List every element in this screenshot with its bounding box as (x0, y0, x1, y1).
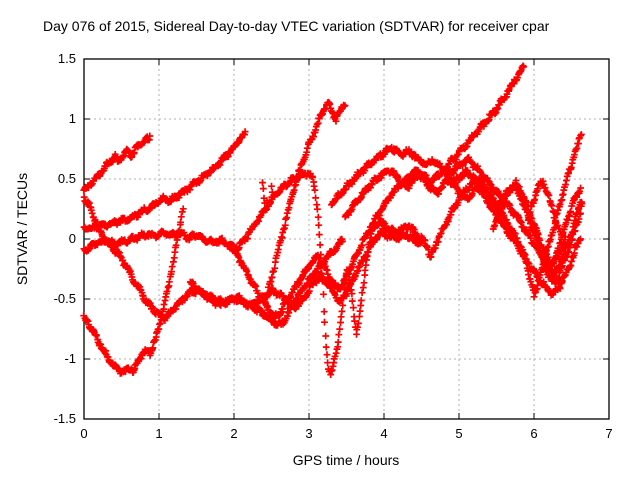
x-tick-label: 3 (305, 426, 313, 441)
x-tick-label: 4 (380, 426, 388, 441)
chart-title: Day 076 of 2015, Sidereal Day-to-day VTE… (43, 18, 550, 34)
y-tick-label: 0.5 (57, 171, 76, 186)
y-tick-label: -1.5 (53, 411, 76, 426)
x-tick-label: 0 (80, 426, 88, 441)
y-tick-label: -1 (64, 351, 76, 366)
x-tick-label: 6 (530, 426, 538, 441)
x-tick-label: 2 (230, 426, 238, 441)
vtec-data-points (80, 62, 586, 378)
y-tick-label: 1.5 (57, 51, 76, 66)
x-axis-label: GPS time / hours (292, 452, 400, 468)
x-tick-label: 1 (155, 426, 163, 441)
y-tick-label: 0 (68, 231, 76, 246)
x-tick-label: 7 (605, 426, 613, 441)
y-tick-label: 1 (68, 111, 76, 126)
y-axis-label: SDTVAR / TECUs (14, 172, 30, 286)
y-tick-label: -0.5 (53, 291, 76, 306)
plot-frame (83, 58, 610, 420)
x-tick-label: 5 (455, 426, 463, 441)
